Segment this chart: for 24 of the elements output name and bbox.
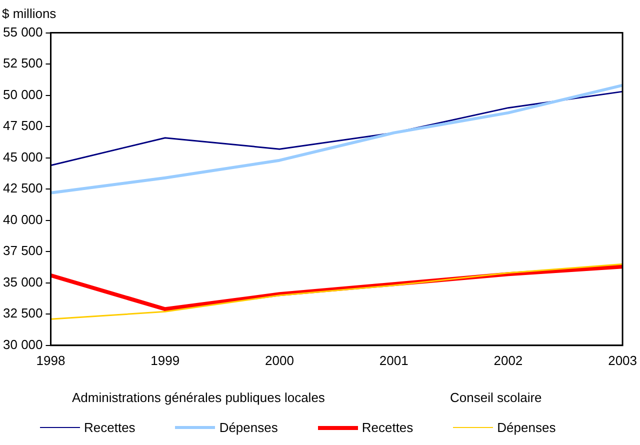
x-tick-label: 1998 (36, 352, 66, 368)
legend-label: Recettes (84, 420, 136, 435)
y-tick-label: 35 000 (2, 274, 43, 290)
y-tick-label: 47 500 (2, 118, 43, 134)
text: Administrations générales publiques locales (72, 390, 325, 405)
y-tick-label: 42 500 (2, 180, 43, 196)
y-tick-label: 30 000 (2, 336, 43, 352)
y-tick-label: 32 500 (2, 306, 43, 321)
legend-label: Dépenses (497, 420, 556, 435)
x-tick-label: 1999 (150, 352, 180, 368)
text: Conseil scolaire (450, 390, 542, 405)
y-tick-label: 52 500 (2, 56, 43, 71)
legend-label: Dépenses (219, 420, 278, 435)
y-tick-label: 55 000 (2, 24, 43, 40)
y-tick-label: 50 000 (2, 86, 43, 102)
y-axis-title: $ millions (2, 6, 56, 21)
y-tick-label: 40 000 (2, 212, 43, 227)
x-tick-label: 2002 (494, 352, 523, 368)
x-tick-label: 2000 (265, 352, 294, 368)
x-tick-label: 2001 (379, 352, 408, 368)
legend-label: Recettes (362, 420, 414, 435)
y-tick-label: 37 500 (2, 243, 43, 258)
y-tick-label: 45 000 (2, 149, 43, 164)
x-tick-label: 2003 (608, 352, 637, 368)
